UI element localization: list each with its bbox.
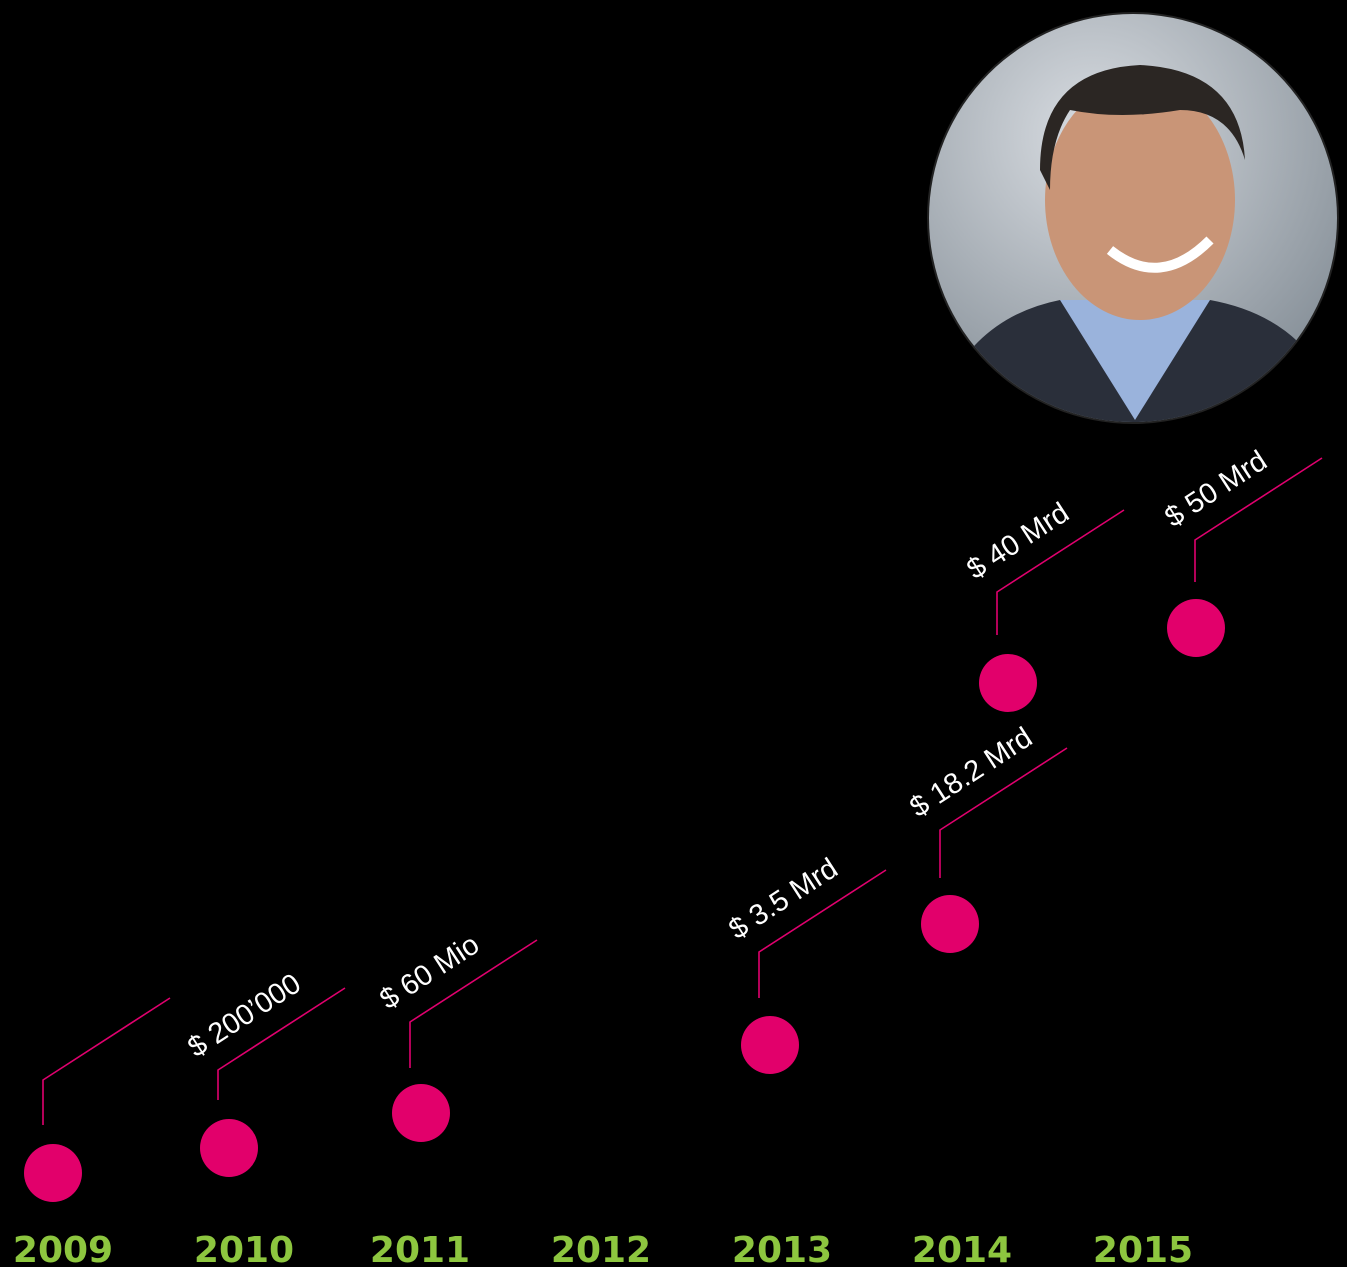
valuation-label: $ 200’000 bbox=[182, 968, 306, 1064]
year-label: 2015 bbox=[1093, 1230, 1193, 1267]
milestone-dot bbox=[979, 654, 1037, 712]
year-label: 2012 bbox=[551, 1230, 651, 1267]
year-label: 2013 bbox=[732, 1230, 832, 1267]
valuation-label: $ 60 Mio bbox=[374, 928, 485, 1015]
page: 2009 2010 2011 2012 2013 2014 2015 $ 200’000 $ 6… bbox=[0, 0, 1347, 1267]
year-label: 2011 bbox=[370, 1230, 470, 1267]
milestone-dot bbox=[741, 1016, 799, 1074]
valuation-label: $ 3.5 Mrd bbox=[723, 852, 843, 946]
year-label: 2009 bbox=[13, 1230, 113, 1267]
leader-line bbox=[43, 998, 170, 1125]
portrait bbox=[925, 10, 1345, 430]
valuation-label: $ 50 Mrd bbox=[1159, 445, 1272, 534]
milestone-dot bbox=[921, 895, 979, 953]
milestone-dot bbox=[1167, 599, 1225, 657]
valuation-label: $ 18.2 Mrd bbox=[904, 722, 1038, 824]
year-label: 2010 bbox=[194, 1230, 294, 1267]
valuation-label: $ 40 Mrd bbox=[961, 497, 1074, 586]
timeline: 2009 2010 2011 2012 2013 2014 2015 $ 200’000 $ 6… bbox=[0, 0, 1347, 1267]
milestone-dot bbox=[24, 1144, 82, 1202]
milestone-dot bbox=[200, 1119, 258, 1177]
milestone-dot bbox=[392, 1084, 450, 1142]
year-label: 2014 bbox=[912, 1230, 1012, 1267]
